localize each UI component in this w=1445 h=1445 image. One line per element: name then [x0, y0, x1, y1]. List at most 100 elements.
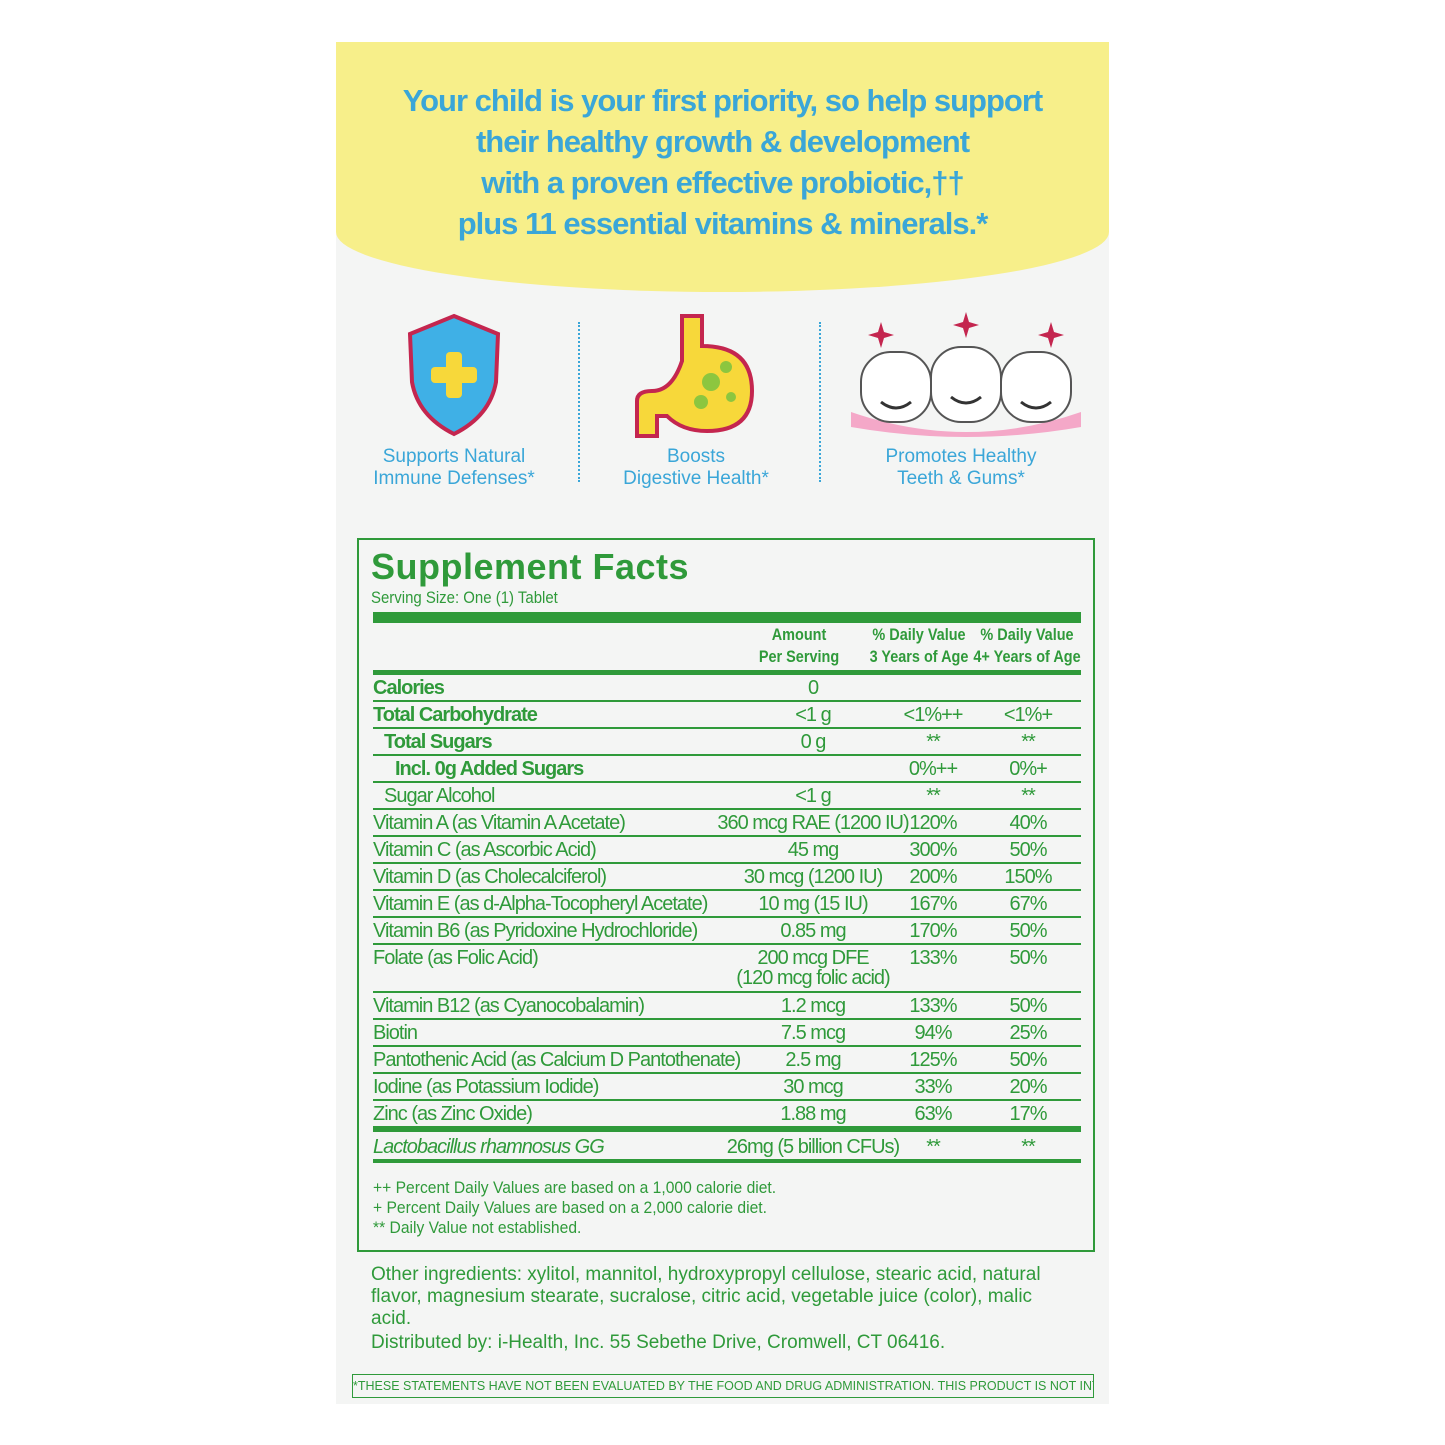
- daily-value-4yr: <1%+: [1003, 704, 1053, 726]
- daily-value-3yr: **: [926, 731, 941, 753]
- daily-value-3yr: 133%: [909, 995, 957, 1017]
- thick-rule: [373, 612, 1081, 623]
- nutrient-name: Iodine (as Potassium Iodide): [373, 1076, 599, 1098]
- benefit-immune: Supports Natural Immune Defenses*: [344, 312, 564, 490]
- daily-value-3yr: 94%: [914, 1022, 952, 1044]
- nutrient-name: Pantothenic Acid (as Calcium D Pantothen…: [373, 1049, 741, 1071]
- amount-per-serving: 26mg (5 billion CFUs): [726, 1136, 900, 1158]
- benefit-label: Digestive Health*: [623, 468, 769, 489]
- shield-plus-icon: [407, 313, 501, 437]
- nutrient-name: Total Sugars: [384, 731, 493, 753]
- medium-rule: [373, 670, 1081, 675]
- stomach-icon: [635, 314, 755, 438]
- daily-value-4yr: 50%: [1009, 1049, 1047, 1071]
- benefit-label: Promotes Healthy: [885, 446, 1037, 467]
- daily-value-4yr: 150%: [1004, 866, 1052, 888]
- daily-value-4yr: 50%: [1009, 995, 1047, 1017]
- table-row: Calories 0: [373, 675, 1081, 702]
- daily-value-4yr: **: [1021, 1136, 1036, 1158]
- headline-line: Your child is your first priority, so he…: [402, 83, 1044, 118]
- amount-per-serving: 10 mg (15 IU): [758, 893, 868, 915]
- amount-per-serving: 1.88 mg: [780, 1103, 846, 1125]
- table-row: Biotin 7.5 mcg 94% 25%: [373, 1020, 1081, 1047]
- nutrient-name: Incl. 0g Added Sugars: [395, 758, 584, 780]
- daily-value-4yr: 50%: [1009, 920, 1047, 942]
- table-row: Folate (as Folic Acid) 200 mcg DFE 133% 50%…: [373, 945, 1081, 993]
- distributor: Distributed by: i-Health, Inc. 55 Sebeth…: [371, 1332, 946, 1353]
- table-row: Iodine (as Potassium Iodide) 30 mcg 33% 20%: [373, 1074, 1081, 1101]
- daily-value-4yr: 17%: [1009, 1103, 1047, 1125]
- yellow-banner: [336, 42, 1109, 292]
- footnote: + Percent Daily Values are based on a 2,…: [373, 1198, 768, 1217]
- daily-value-3yr: <1%++: [903, 704, 964, 726]
- daily-value-4yr: 25%: [1009, 1022, 1047, 1044]
- daily-value-3yr: 63%: [914, 1103, 952, 1125]
- smiling-teeth-icon: [851, 312, 1081, 437]
- headline: Your child is your first priority, so he…: [336, 80, 1109, 244]
- daily-value-3yr: 33%: [914, 1076, 952, 1098]
- benefit-label: Immune Defenses*: [373, 468, 535, 489]
- amount-per-serving: 30 mcg: [783, 1076, 844, 1098]
- nutrient-name: Vitamin C (as Ascorbic Acid): [373, 839, 597, 861]
- daily-value-4yr: 50%: [1009, 839, 1047, 861]
- daily-value-4yr: 67%: [1009, 893, 1047, 915]
- nutrient-name: Vitamin D (as Cholecalciferol): [373, 866, 607, 888]
- footnote: ** Daily Value not established.: [373, 1218, 582, 1237]
- nutrient-name: Total Carbohydrate: [373, 704, 538, 726]
- benefit-label: Boosts: [666, 446, 726, 467]
- fda-disclaimer: *THESE STATEMENTS HAVE NOT BEEN EVALUATE…: [352, 1374, 1094, 1398]
- benefit-teeth: Promotes Healthy Teeth & Gums*: [851, 312, 1081, 490]
- amount-per-serving: <1 g: [795, 785, 831, 807]
- amount-per-serving: 7.5 mcg: [780, 1022, 846, 1044]
- amount-per-serving-detail: (120 mcg folic acid): [736, 967, 890, 989]
- table-row: Vitamin E (as d-Alpha-Tocopheryl Acetate…: [373, 891, 1081, 918]
- daily-value-4yr: **: [1021, 785, 1036, 807]
- amount-per-serving: 0.85 mg: [780, 920, 846, 942]
- headline-line: plus 11 essential vitamins & minerals.*: [457, 206, 989, 241]
- daily-value-3yr: 300%: [909, 839, 957, 861]
- daily-value-3yr: 125%: [909, 1049, 957, 1071]
- daily-value-3yr: **: [926, 785, 941, 807]
- amount-per-serving: 45 mg: [787, 839, 840, 861]
- supplement-facts-table: Supplement Facts Serving Size: One (1) T…: [357, 538, 1095, 1252]
- daily-value-3yr: 120%: [909, 812, 957, 834]
- nutrient-name: Calories: [373, 677, 445, 699]
- table-row: Vitamin B12 (as Cyanocobalamin) 1.2 mcg 13…: [373, 993, 1081, 1020]
- daily-value-3yr: 200%: [909, 866, 957, 888]
- table-row: Total Sugars 0 g ** **: [373, 729, 1081, 756]
- daily-value-3yr: 170%: [909, 920, 957, 942]
- benefit-label: Teeth & Gums*: [897, 468, 1025, 489]
- header-text: % Daily Value: [980, 625, 1074, 644]
- header-dv4: % Daily Value 4+ Years of Age: [972, 624, 1083, 668]
- benefit-digestive: Boosts Digestive Health*: [586, 312, 806, 490]
- nutrient-name: Vitamin B12 (as Cyanocobalamin): [373, 995, 645, 1017]
- amount-per-serving: <1 g: [795, 704, 831, 726]
- header-text: Amount: [771, 625, 827, 644]
- amount-per-serving: 0: [807, 677, 819, 699]
- daily-value-3yr: 133%: [909, 947, 957, 969]
- nutrient-name: Zinc (as Zinc Oxide): [373, 1103, 533, 1125]
- header-text: 3 Years of Age: [869, 647, 969, 666]
- table-row: Zinc (as Zinc Oxide) 1.88 mg 63% 17%: [373, 1101, 1081, 1128]
- divider: [819, 322, 821, 482]
- amount-per-serving: 2.5 mg: [785, 1049, 841, 1071]
- nutrient-name: Vitamin E (as d-Alpha-Tocopheryl Acetate…: [373, 893, 708, 915]
- facts-title: Supplement Facts: [371, 546, 690, 587]
- header-amount: Amount Per Serving: [740, 624, 859, 668]
- header-text: % Daily Value: [872, 625, 966, 644]
- benefit-label: Supports Natural: [382, 446, 526, 467]
- amount-per-serving: 30 mcg (1200 IU): [743, 866, 884, 888]
- nutrient-name: Folate (as Folic Acid): [373, 947, 539, 969]
- daily-value-3yr: **: [926, 1136, 941, 1158]
- table-row: Vitamin C (as Ascorbic Acid) 45 mg 300% 50%: [373, 837, 1081, 864]
- header-text: Per Serving: [758, 647, 840, 666]
- amount-per-serving: 200 mcg DFE: [757, 947, 869, 969]
- headline-line: their healthy growth & development: [475, 124, 970, 159]
- nutrient-name: Vitamin A (as Vitamin A Acetate): [373, 812, 626, 834]
- daily-value-4yr: 40%: [1009, 812, 1047, 834]
- table-row: Vitamin A (as Vitamin A Acetate) 360 mcg …: [373, 810, 1081, 837]
- nutrient-name: Sugar Alcohol: [384, 785, 495, 807]
- daily-value-4yr: **: [1021, 731, 1036, 753]
- serving-size: Serving Size: One (1) Tablet: [371, 588, 558, 607]
- daily-value-4yr: 20%: [1009, 1076, 1047, 1098]
